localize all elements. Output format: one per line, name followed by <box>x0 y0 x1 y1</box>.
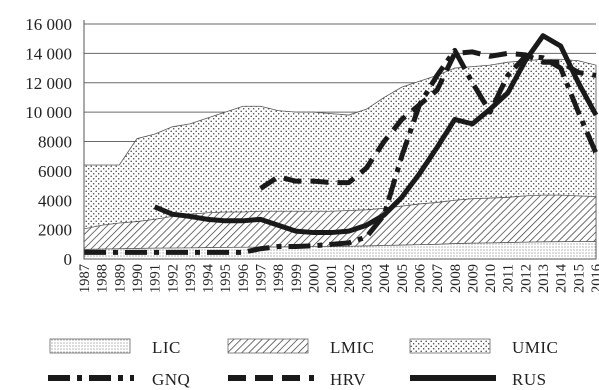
legend-swatch-umic <box>409 338 491 354</box>
x-tick-label: 2004 <box>377 263 393 293</box>
legend-swatch-lmic <box>227 338 309 354</box>
axes: 0 2000 4000 6000 8000 10 000 12 000 14 000 16 00… <box>25 15 599 293</box>
x-tick-label: 2010 <box>483 264 499 293</box>
legend-label-lmic: LMIC <box>330 338 375 357</box>
x-tick-label: 1998 <box>271 264 287 293</box>
y-tick-label: 10 000 <box>25 103 72 122</box>
area-series <box>83 58 597 260</box>
x-tick-label: 1999 <box>289 264 305 293</box>
y-tick-label: 16 000 <box>25 15 72 34</box>
y-tick-label: 4000 <box>38 191 72 210</box>
x-tick-label: 1993 <box>183 264 199 293</box>
y-tick-label: 0 <box>64 250 73 269</box>
legend-swatch-lic <box>49 338 131 354</box>
x-tick-label: 2000 <box>307 264 323 293</box>
x-tick-label: 1992 <box>165 264 181 293</box>
x-tick-label: 1996 <box>236 264 252 293</box>
y-tick-label: 12 000 <box>25 74 72 93</box>
x-tick-label: 2012 <box>518 264 534 293</box>
x-tick-label: 2006 <box>412 264 428 293</box>
x-tick-label: 1991 <box>148 264 164 293</box>
legend-label-gnq: GNQ <box>152 370 190 389</box>
x-tick-label: 2009 <box>465 264 481 293</box>
x-tick-label: 1990 <box>130 264 146 293</box>
x-tick-label: 1987 <box>77 264 93 293</box>
line-series <box>84 33 599 255</box>
y-tick-label: 8000 <box>38 133 72 152</box>
legend-label-lic: LIC <box>152 338 181 357</box>
x-tick-label: 1989 <box>112 264 128 293</box>
x-tick-label: 1988 <box>95 264 111 293</box>
x-tick-label: 2015 <box>571 264 587 293</box>
series-line-rus <box>153 33 599 236</box>
x-tick-label: 1997 <box>254 264 270 293</box>
x-tick-label: 2011 <box>501 264 517 292</box>
legend-label-hrv: HRV <box>330 370 366 389</box>
y-tick-label: 2000 <box>38 221 72 240</box>
legend: LIC LMIC UMIC GNQ HRV RUS <box>48 338 558 389</box>
legend-label-rus: RUS <box>512 370 547 389</box>
x-tick-label: 2002 <box>342 264 358 293</box>
series-line-gnq <box>84 47 599 255</box>
x-tick-label: 2013 <box>536 264 552 293</box>
x-tick-label: 2014 <box>554 263 570 293</box>
series-line-hrv <box>259 49 597 191</box>
x-tick-label: 2003 <box>359 264 375 293</box>
x-tick-label: 2008 <box>448 264 464 293</box>
legend-label-umic: UMIC <box>512 338 558 357</box>
y-tick-label: 6000 <box>38 162 72 181</box>
x-tick-label: 1995 <box>218 264 234 293</box>
x-tick-label: 2001 <box>324 264 340 293</box>
x-tick-label: 2005 <box>395 264 411 293</box>
y-tick-label: 14 000 <box>25 44 72 63</box>
x-tick-label: 1994 <box>201 263 217 293</box>
x-tick-label: 2016 <box>589 264 599 293</box>
x-tick-label: 2007 <box>430 264 446 293</box>
